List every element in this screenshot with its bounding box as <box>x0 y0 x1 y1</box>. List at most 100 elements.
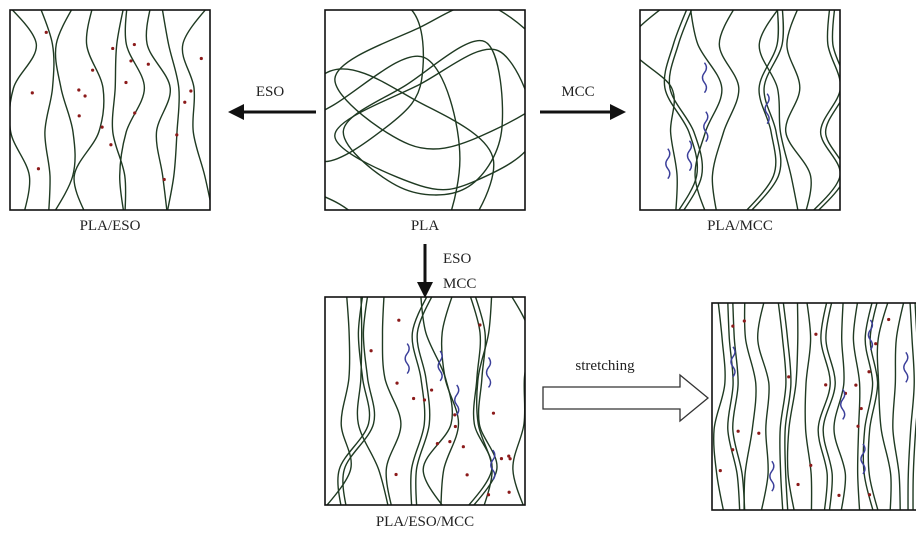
eso-dot <box>837 494 840 497</box>
eso-dot <box>787 375 790 378</box>
eso-dot <box>453 413 456 416</box>
chain <box>893 293 906 520</box>
eso-dot <box>430 388 433 391</box>
arrow-label: ESO <box>256 84 285 100</box>
arrow-label: stretching <box>575 358 635 374</box>
chain <box>714 293 726 520</box>
mcc-fiber <box>904 352 908 382</box>
eso-dot <box>462 445 465 448</box>
mcc-fiber <box>487 357 491 387</box>
eso-dot <box>31 91 34 94</box>
eso-dot <box>189 89 192 92</box>
eso-dot <box>737 430 740 433</box>
arrow-label: MCC <box>561 84 594 100</box>
eso-dot <box>423 398 426 401</box>
chain <box>834 293 846 520</box>
panel-label: PLA/MCC <box>707 218 773 234</box>
chain <box>466 287 497 515</box>
eso-dot <box>77 88 80 91</box>
chain <box>50 0 78 220</box>
chain <box>74 0 104 220</box>
eso-dot <box>111 47 114 50</box>
chain <box>357 287 390 515</box>
chain <box>758 293 769 520</box>
mcc-fiber <box>770 461 774 491</box>
eso-dot <box>133 43 136 46</box>
eso-dot <box>860 407 863 410</box>
eso-dot <box>731 325 734 328</box>
chain <box>786 0 812 220</box>
eso-dot <box>37 167 40 170</box>
eso-dot <box>487 493 490 496</box>
panel <box>319 287 530 515</box>
eso-dot <box>719 469 722 472</box>
chain <box>853 293 860 520</box>
chain <box>744 293 756 520</box>
eso-dot <box>796 483 799 486</box>
chain <box>629 0 677 220</box>
eso-dot <box>492 412 495 415</box>
eso-dot <box>874 342 877 345</box>
eso-dot <box>91 69 94 72</box>
chain <box>300 0 424 162</box>
hollow-arrow <box>543 375 708 421</box>
mcc-fiber <box>687 141 691 171</box>
eso-dot <box>448 440 451 443</box>
eso-dot <box>394 473 397 476</box>
chain <box>787 293 797 520</box>
chain <box>319 287 351 515</box>
eso-dot <box>454 425 457 428</box>
eso-dot <box>854 384 857 387</box>
eso-dot <box>183 101 186 104</box>
eso-dot <box>163 178 166 181</box>
eso-dot <box>124 81 127 84</box>
eso-dot <box>147 63 150 66</box>
eso-dot <box>508 491 511 494</box>
chain <box>877 293 891 520</box>
chain <box>120 0 145 220</box>
chain <box>823 293 835 520</box>
chain <box>441 287 459 515</box>
eso-dot <box>809 464 812 467</box>
panel-label: PLA/ESO <box>80 218 141 234</box>
panel-label: PLA <box>411 218 440 234</box>
chain <box>805 293 811 520</box>
eso-dot <box>507 455 510 458</box>
panel-frame <box>640 10 840 210</box>
eso-dot <box>500 457 503 460</box>
eso-dot <box>466 473 469 476</box>
panel-frame <box>10 10 210 210</box>
chain <box>777 293 786 520</box>
eso-dot <box>45 31 48 34</box>
eso-dot <box>814 333 817 336</box>
panel <box>252 0 559 270</box>
arrow-head <box>417 282 433 298</box>
chain <box>3 0 36 220</box>
eso-dot <box>370 349 373 352</box>
chain <box>335 49 535 190</box>
panel <box>3 0 214 220</box>
eso-dot <box>175 133 178 136</box>
eso-dot <box>868 493 871 496</box>
eso-dot <box>129 59 132 62</box>
chain <box>506 287 530 515</box>
eso-dot <box>436 442 439 445</box>
arrow-label: MCC <box>443 276 476 292</box>
eso-dot <box>824 383 827 386</box>
eso-dot <box>395 382 398 385</box>
eso-dot <box>412 397 415 400</box>
eso-dot <box>101 125 104 128</box>
eso-dot <box>78 114 81 117</box>
eso-dot <box>867 370 870 373</box>
arrow-label: ESO <box>443 251 472 267</box>
eso-dot <box>109 143 112 146</box>
mcc-fiber <box>666 149 670 179</box>
eso-dot <box>743 319 746 322</box>
eso-dot <box>133 111 136 114</box>
chain <box>689 0 722 220</box>
eso-dot <box>478 323 481 326</box>
eso-dot <box>83 94 86 97</box>
mcc-fiber <box>405 344 409 374</box>
diagram: ESO MCC ESO MCC stretching PLA/ESO PLA P… <box>0 0 916 535</box>
eso-dot <box>757 432 760 435</box>
